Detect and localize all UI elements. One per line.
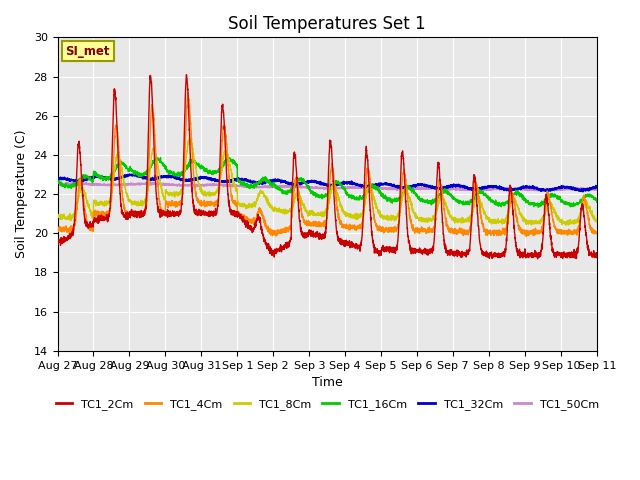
- TC1_8Cm: [54, 213, 61, 219]
- TC1_32Cm: [204, 175, 212, 180]
- TC1_50Cm: [545, 188, 553, 194]
- TC1_50Cm: [150, 180, 157, 185]
- TC1_2Cm: [169, 211, 177, 216]
- TC1_50Cm: [593, 187, 601, 192]
- Line: TC1_50Cm: TC1_50Cm: [58, 182, 597, 191]
- TC1_32Cm: [54, 176, 61, 182]
- Title: Soil Temperatures Set 1: Soil Temperatures Set 1: [228, 15, 426, 33]
- Legend: TC1_2Cm, TC1_4Cm, TC1_8Cm, TC1_16Cm, TC1_32Cm, TC1_50Cm: TC1_2Cm, TC1_4Cm, TC1_8Cm, TC1_16Cm, TC1…: [51, 395, 604, 414]
- Line: TC1_16Cm: TC1_16Cm: [58, 157, 597, 207]
- TC1_4Cm: [542, 197, 550, 203]
- Y-axis label: Soil Temperature (C): Soil Temperature (C): [15, 130, 28, 258]
- Text: SI_met: SI_met: [66, 45, 110, 58]
- TC1_16Cm: [534, 204, 542, 210]
- TC1_16Cm: [204, 170, 212, 176]
- TC1_32Cm: [542, 188, 550, 194]
- TC1_32Cm: [380, 180, 388, 186]
- TC1_32Cm: [593, 184, 601, 190]
- TC1_4Cm: [184, 90, 192, 96]
- TC1_50Cm: [390, 185, 397, 191]
- TC1_8Cm: [204, 192, 212, 198]
- TC1_16Cm: [170, 172, 177, 178]
- TC1_32Cm: [579, 189, 587, 194]
- TC1_16Cm: [152, 155, 160, 160]
- TC1_2Cm: [534, 256, 541, 262]
- TC1_4Cm: [390, 228, 397, 234]
- TC1_2Cm: [390, 249, 397, 255]
- TC1_8Cm: [562, 222, 570, 228]
- TC1_50Cm: [170, 182, 177, 188]
- TC1_2Cm: [204, 210, 212, 216]
- TC1_50Cm: [380, 185, 388, 191]
- TC1_8Cm: [380, 214, 388, 219]
- TC1_4Cm: [54, 226, 61, 231]
- X-axis label: Time: Time: [312, 376, 342, 389]
- TC1_8Cm: [593, 218, 601, 224]
- Line: TC1_32Cm: TC1_32Cm: [58, 174, 597, 192]
- TC1_50Cm: [593, 187, 601, 192]
- TC1_16Cm: [380, 193, 388, 199]
- TC1_8Cm: [169, 192, 177, 197]
- TC1_16Cm: [593, 197, 601, 203]
- TC1_16Cm: [54, 180, 61, 186]
- Line: TC1_4Cm: TC1_4Cm: [58, 93, 597, 237]
- TC1_32Cm: [125, 171, 133, 177]
- TC1_16Cm: [390, 197, 397, 203]
- TC1_4Cm: [593, 231, 601, 237]
- TC1_8Cm: [593, 219, 601, 225]
- TC1_2Cm: [593, 252, 601, 257]
- TC1_16Cm: [542, 197, 550, 203]
- Line: TC1_8Cm: TC1_8Cm: [58, 138, 597, 225]
- TC1_50Cm: [54, 181, 61, 187]
- TC1_32Cm: [593, 184, 601, 190]
- TC1_4Cm: [522, 234, 530, 240]
- TC1_50Cm: [204, 182, 212, 188]
- TC1_32Cm: [390, 182, 397, 188]
- TC1_4Cm: [593, 229, 601, 235]
- TC1_2Cm: [542, 192, 550, 197]
- TC1_4Cm: [169, 200, 177, 206]
- TC1_8Cm: [186, 135, 193, 141]
- TC1_4Cm: [380, 228, 388, 234]
- TC1_8Cm: [390, 213, 397, 218]
- TC1_2Cm: [182, 72, 190, 78]
- Line: TC1_2Cm: TC1_2Cm: [58, 75, 597, 259]
- TC1_8Cm: [542, 205, 550, 211]
- TC1_2Cm: [593, 250, 601, 256]
- TC1_16Cm: [593, 199, 601, 205]
- TC1_32Cm: [170, 174, 177, 180]
- TC1_2Cm: [54, 238, 61, 243]
- TC1_50Cm: [542, 187, 550, 193]
- TC1_4Cm: [204, 202, 212, 208]
- TC1_2Cm: [380, 248, 388, 254]
